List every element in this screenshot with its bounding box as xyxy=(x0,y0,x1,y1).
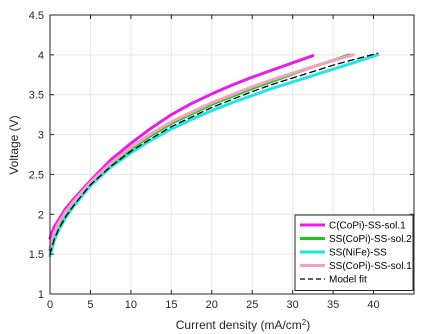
series-line-3 xyxy=(48,53,355,250)
x-axis-label: Current density (mA/cm2) xyxy=(176,318,310,333)
axes-box xyxy=(49,14,415,295)
x-tick-label: 10 xyxy=(125,299,137,311)
series-line-0 xyxy=(48,54,315,240)
legend-label-3: SS(CoPi)-SS-sol.1 xyxy=(329,261,412,272)
series-line-4 xyxy=(49,52,379,255)
y-tick-label: 4 xyxy=(38,50,44,62)
y-tick-label: 2.5 xyxy=(29,169,44,181)
y-tick-label: 3 xyxy=(38,130,44,142)
y-tick-label: 1 xyxy=(38,289,44,301)
y-tick-label: 3.5 xyxy=(29,90,44,102)
legend-label-1: SS(CoPi)-SS-sol.2 xyxy=(329,234,412,245)
y-axis-label: Voltage (V) xyxy=(7,115,21,174)
x-axis-label-superscript: 2 xyxy=(302,318,307,327)
x-tick-label: 35 xyxy=(327,299,339,311)
y-tick-label: 2 xyxy=(38,209,44,221)
y-tick-label: 1.5 xyxy=(29,249,44,261)
legend-label-4: Model fit xyxy=(329,275,367,286)
y-tick-label: 4.5 xyxy=(29,10,44,22)
x-tick-label: 40 xyxy=(367,299,379,311)
x-tick-label: 0 xyxy=(47,299,53,311)
series-layer xyxy=(48,52,380,258)
x-tick-label: 15 xyxy=(165,299,177,311)
x-tick-label: 30 xyxy=(287,299,299,311)
axes: 0 5 10 15 20 25 30 35 40 1 1.5 2 2.5 3 3.5 4 4.5 xyxy=(29,10,415,311)
x-tick-label: 20 xyxy=(206,299,218,311)
legend-label-0: C(CoPi)-SS-sol.1 xyxy=(329,221,406,232)
legend: C(CoPi)-SS-sol.1 SS(CoPi)-SS-sol.2 SS(NiFe… xyxy=(294,214,414,291)
x-tick-label: 25 xyxy=(246,299,258,311)
legend-label-2: SS(NiFe)-SS xyxy=(329,248,387,259)
x-tick-label: 5 xyxy=(87,299,93,311)
